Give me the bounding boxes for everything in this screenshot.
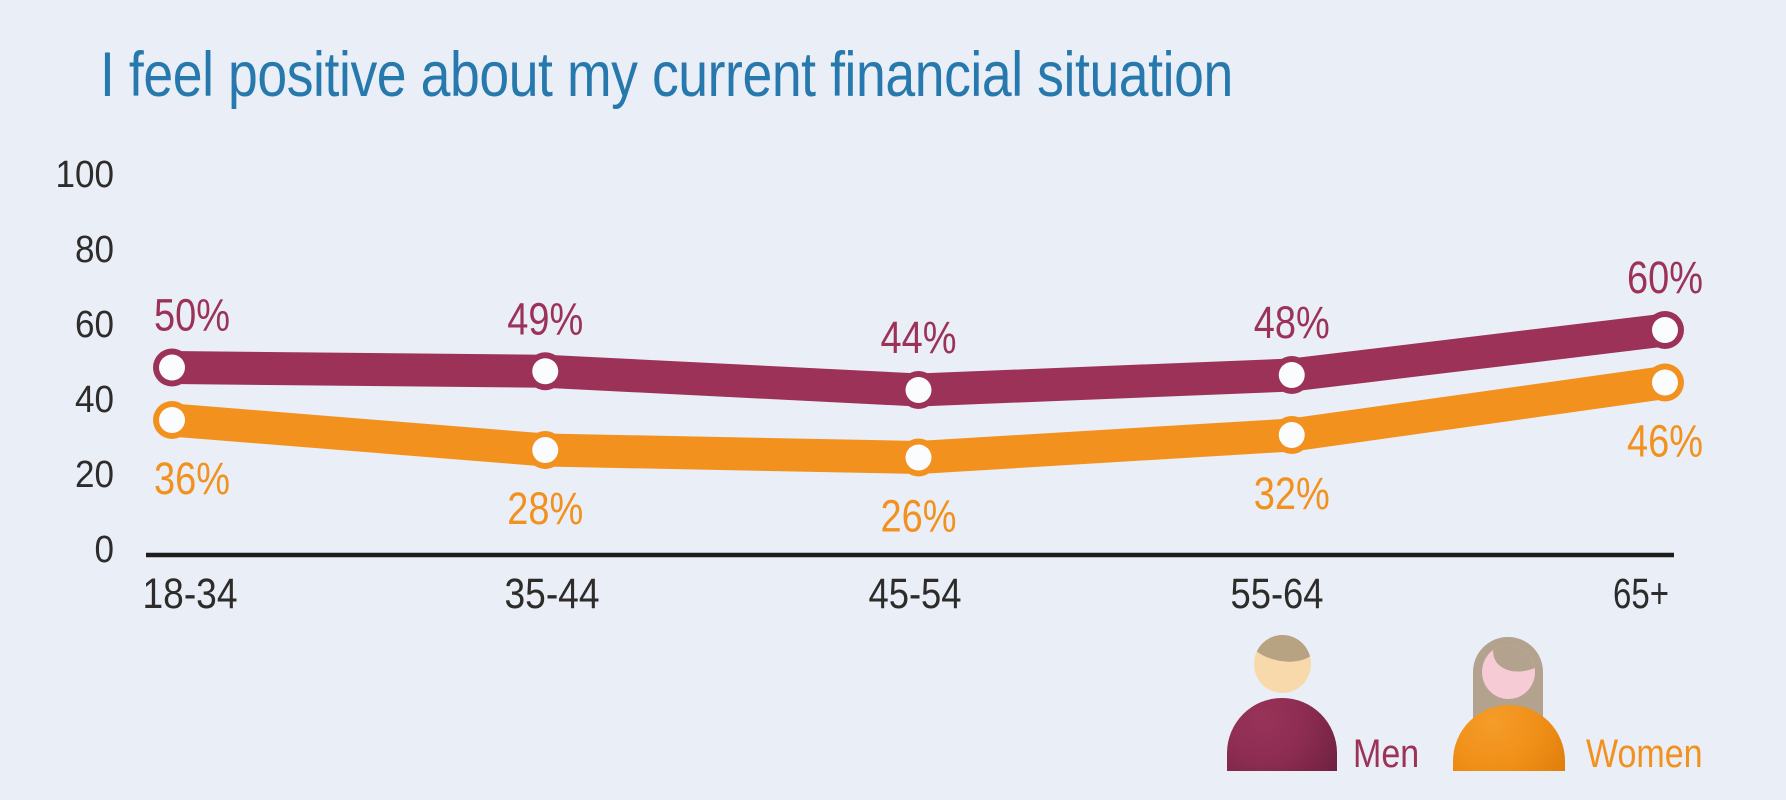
women-point-hole-2 bbox=[905, 444, 932, 471]
men-label-0: 50% bbox=[154, 290, 230, 341]
men-point-hole-1 bbox=[532, 358, 559, 385]
men-label-3: 48% bbox=[1254, 297, 1330, 348]
women-point-hole-4 bbox=[1652, 369, 1678, 396]
women-label-0: 36% bbox=[154, 453, 230, 504]
men-point-hole-3 bbox=[1278, 362, 1305, 388]
men-icon-hair bbox=[1254, 635, 1311, 669]
x-label-65+: 65+ bbox=[1613, 570, 1669, 618]
women-point-hole-1 bbox=[532, 437, 559, 463]
y-tick-40: 40 bbox=[75, 379, 114, 421]
y-tick-20: 20 bbox=[75, 454, 114, 496]
women-icon-fringe bbox=[1485, 645, 1535, 681]
legend-label-men: Men bbox=[1353, 732, 1420, 776]
x-label-45-54: 45-54 bbox=[869, 570, 962, 618]
women-label-3: 32% bbox=[1254, 468, 1330, 519]
men-icon-body bbox=[1227, 698, 1337, 771]
x-label-55-64: 55-64 bbox=[1231, 570, 1324, 618]
women-icon bbox=[1453, 634, 1565, 771]
legend-label-women: Women bbox=[1586, 732, 1703, 776]
women-icon-face bbox=[1482, 645, 1535, 699]
x-label-35-44: 35-44 bbox=[505, 570, 600, 618]
women-label-4: 46% bbox=[1627, 416, 1703, 467]
y-tick-60: 60 bbox=[75, 304, 114, 346]
men-label-4: 60% bbox=[1627, 252, 1703, 303]
women-label-2: 26% bbox=[881, 491, 957, 542]
women-point-hole-0 bbox=[159, 407, 185, 433]
y-tick-100: 100 bbox=[56, 154, 115, 196]
men-icon bbox=[1227, 635, 1337, 771]
page-title: I feel positive about my current financi… bbox=[100, 40, 1233, 110]
men-icon-head bbox=[1254, 635, 1311, 693]
y-tick-0: 0 bbox=[95, 529, 115, 571]
men-label-2: 44% bbox=[881, 312, 957, 363]
women-icon-body bbox=[1453, 705, 1565, 771]
men-point-hole-2 bbox=[905, 377, 932, 403]
women-label-1: 28% bbox=[507, 483, 583, 534]
y-tick-80: 80 bbox=[75, 229, 114, 271]
men-label-1: 49% bbox=[507, 293, 583, 344]
x-label-18-34: 18-34 bbox=[143, 570, 238, 618]
women-point-hole-3 bbox=[1278, 422, 1305, 448]
men-point-hole-0 bbox=[159, 354, 185, 381]
men-point-hole-4 bbox=[1652, 317, 1678, 343]
